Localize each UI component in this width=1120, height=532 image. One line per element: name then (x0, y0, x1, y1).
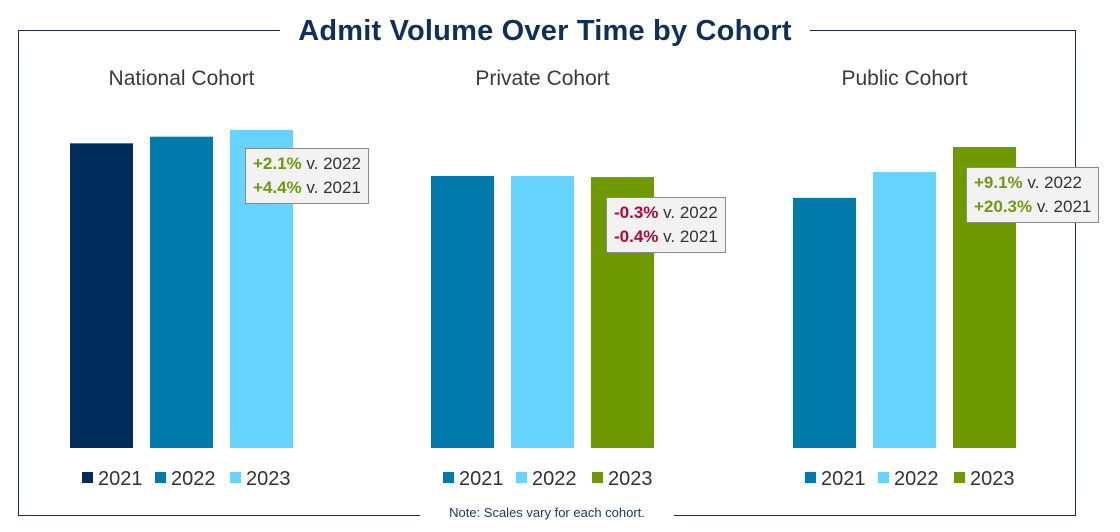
legend-swatch (805, 472, 816, 483)
legend-label: 2021 (98, 468, 143, 490)
legend-label: 2022 (532, 468, 577, 490)
callout-versus: v. 2022 (301, 154, 361, 173)
legend-swatch (878, 472, 889, 483)
callout-private: -0.3% v. 2022 -0.4% v. 2021 (606, 197, 726, 253)
callout-change: +9.1% (974, 173, 1023, 192)
legend-label: 2023 (970, 468, 1015, 490)
legend-swatch (954, 472, 965, 483)
legend-swatch (443, 472, 454, 483)
panel-title: Private Cohort (475, 67, 609, 90)
legend-swatch (155, 472, 166, 483)
bar (511, 176, 574, 448)
callout-versus: v. 2022 (1022, 173, 1082, 192)
bar (873, 171, 936, 448)
bar (70, 143, 133, 448)
callout-public: +9.1% v. 2022 +20.3% v. 2021 (966, 167, 1100, 223)
callout-national: +2.1% v. 2022 +4.4% v. 2021 (245, 148, 369, 204)
panel-title: National Cohort (109, 67, 255, 90)
panel-title: Public Cohort (841, 67, 967, 90)
callout-versus: v. 2021 (1032, 197, 1092, 216)
legend-swatch (516, 472, 527, 483)
callout-line: +20.3% v. 2021 (974, 195, 1091, 219)
callout-line: +9.1% v. 2022 (974, 171, 1091, 195)
callout-versus: v. 2021 (301, 178, 361, 197)
legend-label: 2021 (821, 468, 866, 490)
callout-line: -0.4% v. 2021 (614, 225, 718, 249)
legend-label: 2023 (246, 468, 291, 490)
callout-versus: v. 2021 (658, 227, 718, 246)
legend-label: 2022 (171, 468, 216, 490)
callout-change: +4.4% (253, 178, 302, 197)
callout-change: +2.1% (253, 154, 302, 173)
callout-change: +20.3% (974, 197, 1033, 216)
legend-swatch (82, 472, 93, 483)
callout-line: -0.3% v. 2022 (614, 201, 718, 225)
legend-swatch (592, 472, 603, 483)
legend-swatch (230, 472, 241, 483)
bar (150, 136, 213, 449)
legend-label: 2022 (894, 468, 939, 490)
callout-change: -0.3% (614, 203, 659, 222)
chart-note: Note: Scales vary for each cohort. (420, 503, 674, 523)
bar (793, 197, 856, 448)
callout-versus: v. 2022 (658, 203, 718, 222)
bar (431, 176, 494, 448)
legend-label: 2023 (608, 468, 653, 490)
callout-line: +4.4% v. 2021 (253, 176, 361, 200)
callout-line: +2.1% v. 2022 (253, 152, 361, 176)
chart-title: Admit Volume Over Time by Cohort (280, 12, 810, 50)
legend-label: 2021 (459, 468, 504, 490)
callout-change: -0.4% (614, 227, 659, 246)
